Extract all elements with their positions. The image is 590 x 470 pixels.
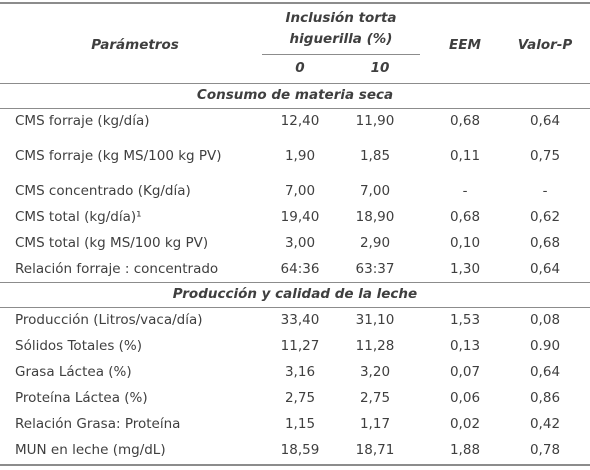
section-title: Producción y calidad de la leche bbox=[172, 286, 418, 302]
row-value: 3,20 bbox=[359, 363, 391, 380]
header-eem: EEM bbox=[449, 36, 481, 53]
row-value: 0,06 bbox=[449, 389, 481, 406]
row-value: 0,64 bbox=[529, 112, 561, 129]
row-value: 0,68 bbox=[449, 208, 481, 225]
row-value: 0,78 bbox=[529, 441, 561, 458]
row-value: 0,64 bbox=[529, 260, 561, 277]
row-value: 2,90 bbox=[359, 234, 391, 251]
row-value: 2,75 bbox=[359, 389, 391, 406]
row-value: 0,07 bbox=[449, 363, 481, 380]
row-value: 1,17 bbox=[359, 415, 391, 432]
row-value: 0,11 bbox=[449, 147, 481, 164]
row-value: 1,90 bbox=[284, 147, 316, 164]
rule bbox=[0, 282, 590, 283]
rule bbox=[0, 108, 590, 109]
row-value: 1,88 bbox=[449, 441, 481, 458]
inclusion-rule bbox=[262, 54, 420, 55]
row-label: Proteína Láctea (%) bbox=[15, 389, 148, 406]
row-value: 0,10 bbox=[449, 234, 481, 251]
row-label: CMS forraje (kg/día) bbox=[15, 112, 150, 129]
row-value: 1,30 bbox=[449, 260, 481, 277]
row-value: 19,40 bbox=[280, 208, 320, 225]
row-value: 0,42 bbox=[529, 415, 561, 432]
row-value: 0,62 bbox=[529, 208, 561, 225]
row-value: 18,59 bbox=[280, 441, 320, 458]
row-value: 2,75 bbox=[284, 389, 316, 406]
row-value: 0,08 bbox=[529, 311, 561, 328]
row-value: 0.90 bbox=[529, 337, 561, 354]
section-title: Consumo de materia seca bbox=[196, 87, 394, 103]
row-value: 33,40 bbox=[280, 311, 320, 328]
row-label: Sólidos Totales (%) bbox=[15, 337, 143, 354]
row-label: CMS concentrado (Kg/día) bbox=[15, 182, 191, 199]
row-label: Relación forraje : concentrado bbox=[15, 260, 219, 277]
row-label: CMS forraje (kg MS/100 kg PV) bbox=[15, 147, 222, 164]
row-value: 1,85 bbox=[359, 147, 391, 164]
row-value: 1,15 bbox=[284, 415, 316, 432]
header-p-value: Valor-P bbox=[517, 36, 573, 53]
row-value: 3,00 bbox=[284, 234, 316, 251]
row-label: Grasa Láctea (%) bbox=[15, 363, 132, 380]
row-label: Relación Grasa: Proteína bbox=[15, 415, 181, 432]
row-value: 7,00 bbox=[359, 182, 391, 199]
row-value: 18,71 bbox=[355, 441, 395, 458]
row-value: 11,27 bbox=[280, 337, 320, 354]
row-value: 11,28 bbox=[355, 337, 395, 354]
header-level: 10 bbox=[370, 59, 390, 76]
row-value: 0,13 bbox=[449, 337, 481, 354]
rule bbox=[0, 307, 590, 308]
row-value: 31,10 bbox=[355, 311, 395, 328]
row-value: 0,68 bbox=[449, 112, 481, 129]
top-rule bbox=[0, 2, 590, 4]
header-parameters: Parámetros bbox=[91, 36, 179, 53]
row-value: 64:36 bbox=[280, 260, 320, 277]
row-value: 0,68 bbox=[529, 234, 561, 251]
row-value: - bbox=[542, 182, 548, 199]
row-value: 1,53 bbox=[449, 311, 481, 328]
row-value: 0,75 bbox=[529, 147, 561, 164]
row-value: 11,90 bbox=[355, 112, 395, 129]
row-value: 3,16 bbox=[284, 363, 316, 380]
row-value: 7,00 bbox=[284, 182, 316, 199]
row-label: Producción (Litros/vaca/día) bbox=[15, 311, 203, 328]
row-value: 18,90 bbox=[355, 208, 395, 225]
rule bbox=[0, 83, 590, 84]
row-label: CMS total (kg/día)¹ bbox=[15, 208, 142, 225]
row-value: 63:37 bbox=[355, 260, 395, 277]
row-value: 0,02 bbox=[449, 415, 481, 432]
row-value: - bbox=[462, 182, 468, 199]
header-level: 0 bbox=[295, 59, 305, 76]
row-value: 0,64 bbox=[529, 363, 561, 380]
row-label: CMS total (kg MS/100 kg PV) bbox=[15, 234, 209, 251]
row-label: MUN en leche (mg/dL) bbox=[15, 441, 166, 458]
row-value: 12,40 bbox=[280, 112, 320, 129]
header-inclusion: Inclusión torta higuerilla (%) bbox=[285, 10, 397, 47]
row-value: 0,86 bbox=[529, 389, 561, 406]
bottom-rule bbox=[0, 464, 590, 466]
